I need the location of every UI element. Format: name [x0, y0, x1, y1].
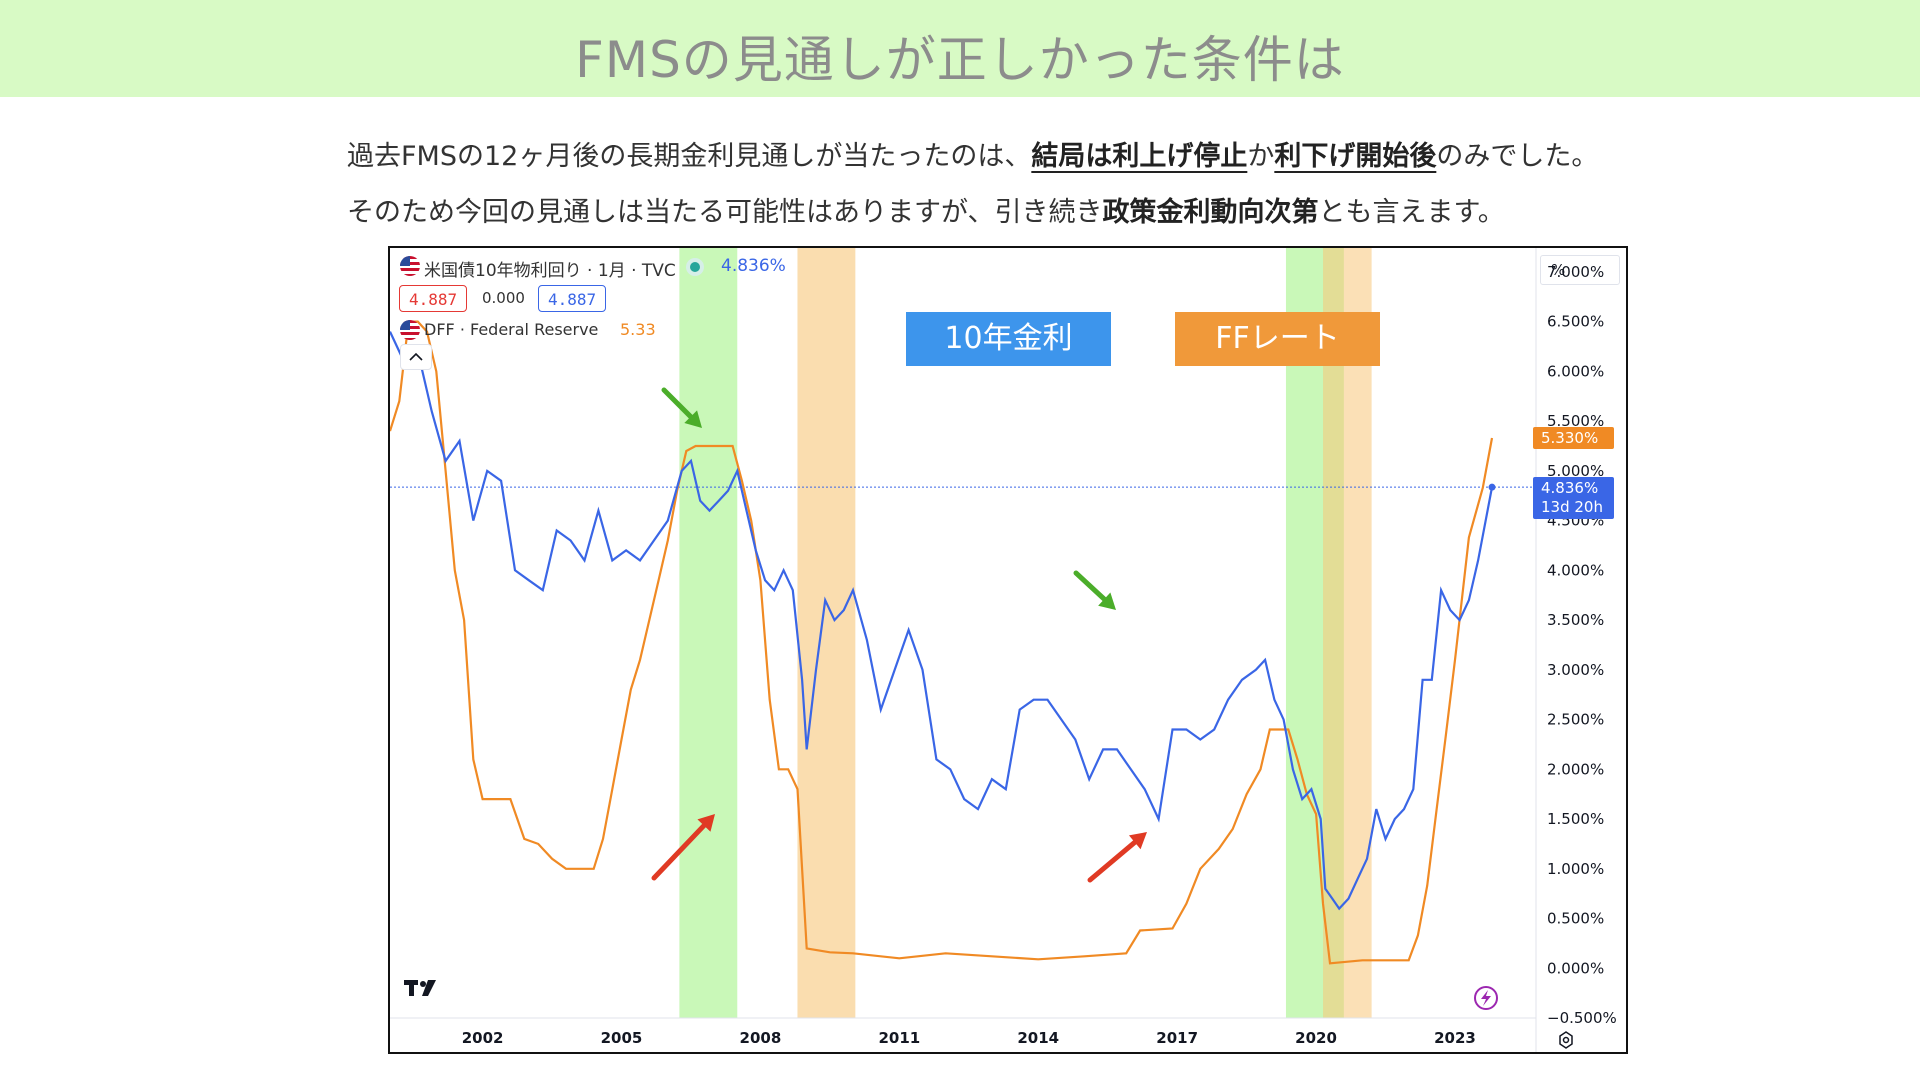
ohlc-change: 0.000: [482, 289, 525, 307]
chevron-up-icon[interactable]: [400, 344, 432, 370]
arrow-icon: [1087, 832, 1147, 883]
title-banner: FMSの見通しが正しかった条件は: [0, 0, 1920, 97]
page-title: FMSの見通しが正しかった条件は: [575, 31, 1345, 89]
y-tick-label: 2.000%: [1547, 760, 1604, 778]
market-status-dot-icon: [690, 262, 700, 272]
arrow-icon: [1073, 570, 1116, 610]
desc-1e: のみでした。: [1436, 141, 1599, 172]
desc-2c: とも言えます。: [1318, 197, 1505, 228]
desc-1b-highlight: 結局は利上げ停止: [1031, 141, 1248, 172]
ten-year-last-point: [1488, 483, 1496, 491]
ten-year-last-price-tag: 4.836% 13d 20h: [1533, 477, 1614, 520]
ten-year-series-line: [390, 331, 1494, 911]
x-tick-label: 2005: [601, 1029, 643, 1047]
arrow-icon: [661, 387, 702, 428]
us-flag-icon: [400, 320, 420, 340]
y-tick-label: 7.000%: [1547, 263, 1604, 281]
ohlc-close-chip[interactable]: 4.887: [538, 285, 607, 312]
desc-2a: そのため今回の見通しは当たる可能性はありますが、引き続き: [347, 197, 1103, 228]
legend-series-1[interactable]: 米国債10年物利回り · 1月 · TVC: [424, 261, 676, 281]
desc-1d-highlight: 利下げ開始後: [1274, 141, 1437, 172]
x-tick-label: 2008: [740, 1029, 782, 1047]
y-tick-label: 0.500%: [1547, 910, 1604, 928]
highlight-band: [679, 248, 738, 1018]
tag-ten-year: 10年金利: [906, 312, 1111, 366]
settings-icon[interactable]: [1559, 1031, 1573, 1049]
y-tick-label: −0.500%: [1547, 1009, 1617, 1027]
ohlc-open-chip[interactable]: 4.887: [399, 285, 468, 312]
y-tick-label: 5.500%: [1547, 412, 1604, 430]
y-tick-label: 5.000%: [1547, 462, 1604, 480]
y-tick-label: 2.500%: [1547, 711, 1604, 729]
x-tick-label: 2017: [1156, 1029, 1198, 1047]
x-tick-label: 2023: [1434, 1029, 1476, 1047]
highlight-band: [1323, 248, 1372, 1018]
ff-last-price-tag: 5.330%: [1533, 427, 1614, 450]
ten-year-last-value: 4.836%: [1541, 479, 1599, 498]
y-tick-label: 6.000%: [1547, 362, 1604, 380]
chart-frame[interactable]: 7.000% 6.500% 6.000% 5.500% 5.000% 4.500% 4.00…: [388, 246, 1628, 1054]
desc-1c: か: [1247, 141, 1275, 172]
desc-2b-highlight: 政策金利動向次第: [1102, 197, 1319, 228]
tag-ff-rate: FFレート: [1175, 312, 1380, 366]
y-tick-label: 6.500%: [1547, 313, 1604, 331]
x-tick-label: 2002: [462, 1029, 504, 1047]
y-tick-label: 1.000%: [1547, 860, 1604, 878]
annotation-arrows: [651, 387, 1147, 883]
x-tick-label: 2011: [878, 1029, 920, 1047]
tick-labels: 7.000%6.500%6.000%5.500%5.000%4.500%4.00…: [462, 263, 1617, 1047]
x-tick-label: 2020: [1295, 1029, 1337, 1047]
y-tick-label: 3.000%: [1547, 661, 1604, 679]
y-tick-label: 0.000%: [1547, 959, 1604, 977]
description-line-2: そのため今回の見通しは当たる可能性はありますが、引き続き政策金利動向次第とも言え…: [347, 190, 1505, 229]
bar-countdown: 13d 20h: [1541, 498, 1603, 517]
tradingview-logo: [404, 980, 436, 996]
desc-1a: 過去FMSの12ヶ月後の長期金利見通しが当たったのは、: [347, 141, 1032, 172]
legend-series-1-value: 4.836%: [721, 256, 786, 276]
description-line-1: 過去FMSの12ヶ月後の長期金利見通しが当たったのは、結局は利上げ停止か利下げ開…: [347, 134, 1598, 173]
y-tick-label: 3.500%: [1547, 611, 1604, 629]
x-tick-label: 2014: [1017, 1029, 1059, 1047]
arrow-icon: [651, 814, 715, 881]
y-tick-label: 4.000%: [1547, 561, 1604, 579]
legend-series-2-value: 5.33: [620, 320, 656, 339]
legend-series-2[interactable]: DFF · Federal Reserve: [424, 320, 599, 339]
y-tick-label: 1.500%: [1547, 810, 1604, 828]
ff-rate-series-line: [390, 320, 1494, 965]
us-flag-icon: [400, 256, 420, 276]
chart-svg[interactable]: 7.000%6.500%6.000%5.500%5.000%4.500%4.00…: [390, 248, 1626, 1052]
lightning-icon[interactable]: [1474, 986, 1498, 1010]
highlight-band: [797, 248, 856, 1018]
highlight-bands: [679, 248, 1372, 1018]
price-scale-unit[interactable]: %: [1540, 255, 1620, 285]
